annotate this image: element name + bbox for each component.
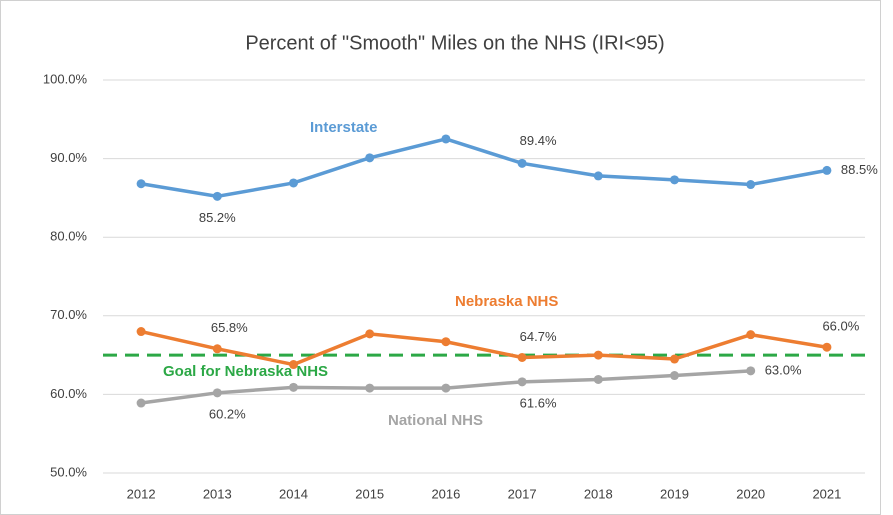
- data-point: [593, 171, 603, 181]
- data-point: [136, 398, 146, 408]
- series-line: [140, 137, 828, 199]
- data-label: 89.4%: [520, 133, 557, 148]
- data-point: [365, 329, 375, 339]
- y-tick-label: 90.0%: [50, 150, 87, 165]
- data-point: [593, 374, 603, 384]
- data-point: [212, 388, 222, 398]
- data-point: [822, 165, 832, 175]
- data-point: [746, 366, 756, 376]
- data-point: [670, 354, 679, 364]
- data-point: [136, 327, 146, 337]
- series-line: [140, 329, 828, 367]
- data-point: [212, 191, 222, 201]
- y-tick-label: 50.0%: [50, 464, 87, 479]
- series-label: Interstate: [310, 119, 378, 136]
- data-point: [441, 383, 451, 393]
- x-tick-label: 2015: [355, 486, 384, 501]
- x-tick-label: 2014: [279, 486, 308, 501]
- data-point: [365, 383, 375, 393]
- data-point: [517, 352, 527, 362]
- x-tick-label: 2020: [736, 486, 765, 501]
- y-tick-label: 100.0%: [43, 71, 88, 86]
- x-tick-label: 2019: [660, 486, 689, 501]
- data-point: [517, 158, 527, 168]
- data-point: [593, 350, 603, 360]
- chart-title: Percent of "Smooth" Miles on the NHS (IR…: [245, 32, 664, 54]
- data-point: [670, 371, 679, 381]
- y-tick-label: 60.0%: [50, 386, 87, 401]
- data-point: [136, 179, 146, 189]
- data-label: 60.2%: [209, 406, 246, 421]
- data-label: 66.0%: [822, 319, 859, 334]
- data-point: [365, 153, 375, 163]
- x-tick-label: 2017: [508, 486, 537, 501]
- data-point: [517, 377, 527, 387]
- data-point: [212, 344, 222, 354]
- data-label: 88.5%: [841, 162, 878, 177]
- data-label: 61.6%: [520, 395, 557, 410]
- data-point: [746, 180, 756, 190]
- data-point: [822, 342, 832, 352]
- goal-label: Goal for Nebraska NHS: [163, 363, 328, 380]
- x-tick-label: 2021: [812, 486, 841, 501]
- data-label: 85.2%: [199, 210, 236, 225]
- data-label: 64.7%: [520, 329, 557, 344]
- x-tick-label: 2012: [127, 486, 156, 501]
- data-point: [746, 330, 756, 340]
- x-tick-label: 2018: [584, 486, 613, 501]
- series-label: National NHS: [388, 412, 483, 429]
- x-tick-label: 2013: [203, 486, 232, 501]
- data-label: 63.0%: [765, 362, 802, 377]
- y-tick-label: 80.0%: [50, 229, 87, 244]
- data-point: [670, 175, 679, 185]
- data-label: 65.8%: [211, 320, 248, 335]
- y-tick-label: 70.0%: [50, 307, 87, 322]
- data-point: [441, 134, 451, 144]
- x-tick-label: 2016: [431, 486, 460, 501]
- data-point: [289, 178, 298, 188]
- data-point: [289, 382, 298, 392]
- data-point: [441, 337, 451, 347]
- series-label: Nebraska NHS: [455, 293, 558, 310]
- data-point: [289, 360, 298, 370]
